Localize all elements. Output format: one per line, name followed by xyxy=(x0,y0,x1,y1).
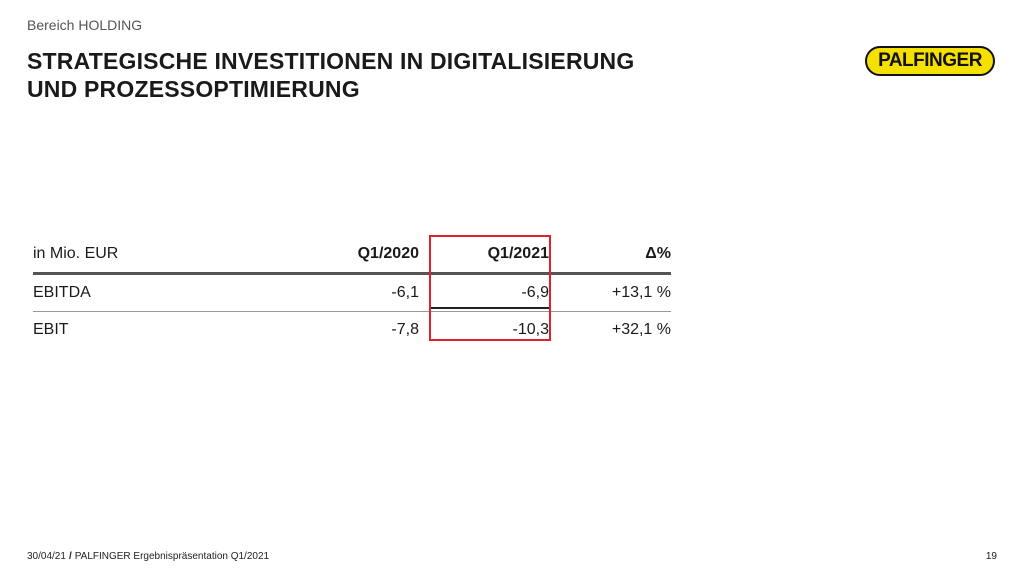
highlight-box xyxy=(429,235,551,341)
row-label: EBIT xyxy=(33,321,69,338)
page-title: STRATEGISCHE INVESTITIONEN IN DIGITALISI… xyxy=(27,47,634,103)
header-q1-2021: Q1/2021 xyxy=(487,245,549,262)
header-unit: in Mio. EUR xyxy=(33,245,119,262)
highlight-divider xyxy=(431,307,549,309)
row-label: EBITDA xyxy=(33,284,91,301)
cell-q1-2021: -10,3 xyxy=(512,321,549,338)
section-label: Bereich HOLDING xyxy=(27,17,143,33)
table-row: EBIT -7,8 -10,3 +32,1 % xyxy=(33,312,671,348)
palfinger-logo: PALFINGER xyxy=(865,46,995,76)
header-delta: Δ% xyxy=(645,245,671,262)
title-line-1: STRATEGISCHE INVESTITIONEN IN DIGITALISI… xyxy=(27,48,635,74)
cell-q1-2021: -6,9 xyxy=(521,284,549,301)
header-q1-2020: Q1/2020 xyxy=(357,245,419,262)
table-header-row: in Mio. EUR Q1/2020 Q1/2021 Δ% xyxy=(33,236,671,275)
financial-table: in Mio. EUR Q1/2020 Q1/2021 Δ% EBITDA -6… xyxy=(33,236,671,348)
footer-text: PALFINGER Ergebnispräsentation Q1/2021 xyxy=(74,551,270,562)
page-number: 19 xyxy=(985,551,997,562)
footer-slash: / xyxy=(68,551,72,562)
footer-date: 30/04/21 xyxy=(27,551,66,562)
cell-delta: +32,1 % xyxy=(611,321,671,338)
cell-q1-2020: -6,1 xyxy=(391,284,419,301)
cell-delta: +13,1 % xyxy=(611,284,671,301)
title-line-2: UND PROZESSOPTIMIERUNG xyxy=(27,76,360,102)
footer: 30/04/21/PALFINGER Ergebnispräsentation … xyxy=(27,551,269,562)
table-row: EBITDA -6,1 -6,9 +13,1 % xyxy=(33,275,671,312)
cell-q1-2020: -7,8 xyxy=(391,321,419,338)
